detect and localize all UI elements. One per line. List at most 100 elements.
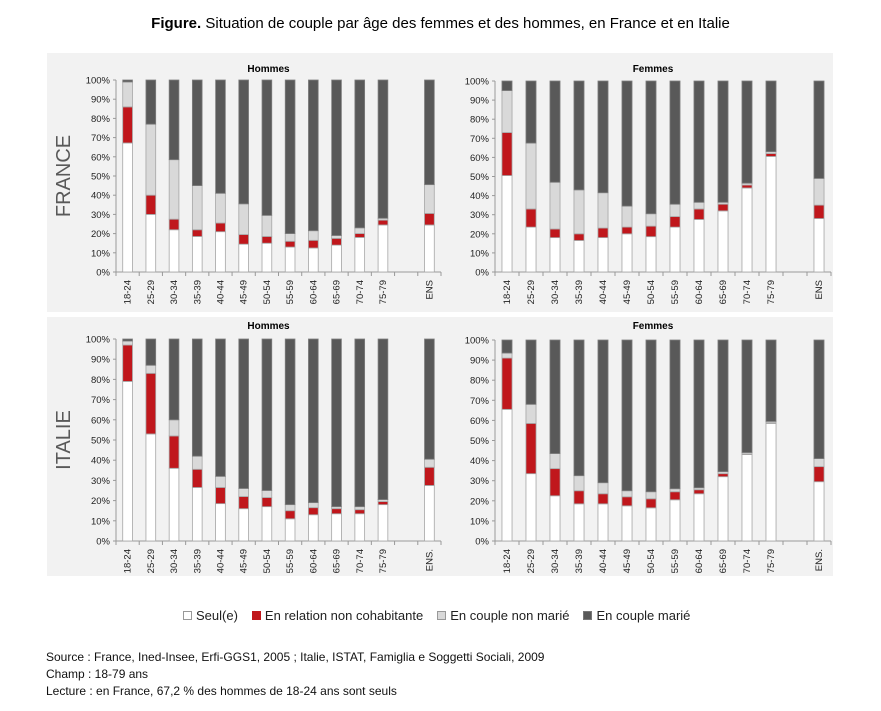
bar-segment-non-marie <box>145 364 157 374</box>
bar-segment-marie <box>597 80 609 194</box>
bar-segment-non-marie <box>215 192 226 224</box>
chart-subtitle: Hommes <box>247 321 290 332</box>
bar-segment-marie <box>717 339 729 473</box>
bar-segment-non-marie <box>525 403 537 424</box>
bar-segment-seul <box>549 237 561 273</box>
bar-segment-marie <box>215 79 226 194</box>
legend-label: En relation non cohabitante <box>264 608 424 623</box>
bar-segment-relation <box>354 233 366 238</box>
legend-item-marie: En couple marié <box>583 608 690 623</box>
x-category-label: 60-64 <box>694 280 705 304</box>
bar-segment-non-marie <box>424 458 435 468</box>
y-tick-label: 40% <box>470 191 490 202</box>
legend-item-non-marie: En couple non marié <box>437 608 569 623</box>
x-category-label: 18-24 <box>123 549 134 573</box>
bar-segment-relation <box>525 423 537 475</box>
y-tick-label: 60% <box>470 416 490 427</box>
bar-segment-relation <box>168 435 180 469</box>
bar-segment-relation <box>549 468 561 497</box>
bar-segment-relation <box>645 498 657 509</box>
x-category-label: 25-29 <box>146 549 157 573</box>
bar-segment-seul <box>284 518 296 542</box>
bar-segment-marie <box>261 79 273 216</box>
bar-segment-relation <box>168 218 180 231</box>
bar-segment-non-marie <box>168 419 180 437</box>
bar-segment-non-marie <box>813 458 825 468</box>
x-category-label: 40-44 <box>215 549 226 573</box>
legend-swatch-seul <box>183 611 192 620</box>
bar-segment-seul <box>424 485 435 542</box>
x-category-label: 55-59 <box>670 549 681 573</box>
y-tick-label: 100% <box>86 335 111 346</box>
bar-segment-seul <box>145 433 157 542</box>
bar-segment-relation <box>573 490 585 505</box>
bar-segment-non-marie <box>284 504 296 512</box>
y-tick-label: 40% <box>91 191 111 202</box>
bar-segment-marie <box>261 338 273 491</box>
bar-segment-marie <box>525 339 537 405</box>
bar-segment-seul <box>693 493 705 542</box>
x-category-label: 45-49 <box>622 549 633 573</box>
x-category-label: 65-69 <box>332 280 343 304</box>
bar-segment-marie <box>549 80 561 183</box>
bar-segment-seul <box>238 243 249 273</box>
x-category-label: 65-69 <box>718 549 729 573</box>
bar-segment-seul <box>573 240 585 273</box>
figure-title-text: Situation de couple par âge des femmes e… <box>201 15 730 32</box>
legend-label: En couple non marié <box>450 608 570 623</box>
bar-segment-seul <box>215 231 226 273</box>
y-tick-label: 90% <box>91 355 111 366</box>
y-tick-label: 70% <box>91 395 111 406</box>
bar-segment-seul <box>669 226 681 273</box>
y-tick-label: 80% <box>470 376 490 387</box>
chart-france-femmes: Femmes 0% 10% 20% 30% 40% 50% 60% 70% 80% 90% 100% 1… <box>465 64 832 304</box>
x-category-label: 55-59 <box>670 280 681 304</box>
bar-segment-relation <box>621 226 633 235</box>
y-tick-label: 30% <box>470 210 490 221</box>
bar-segment-seul <box>308 514 319 542</box>
x-category-label: 40-44 <box>215 280 226 304</box>
bar-segment-non-marie <box>261 214 273 237</box>
bar-segment-seul <box>765 156 777 273</box>
bar-segment-marie <box>377 338 389 500</box>
y-tick-label: 60% <box>470 153 490 164</box>
x-category-label: 18-24 <box>502 280 513 304</box>
bar-segment-relation <box>238 496 249 510</box>
bar-segment-relation <box>377 219 389 226</box>
bar-segment-marie <box>693 339 705 489</box>
bar-segment-marie <box>145 338 157 366</box>
x-category-label: 60-64 <box>308 280 319 304</box>
y-tick-label: 50% <box>470 172 490 183</box>
bar-segment-non-marie <box>549 453 561 470</box>
bar-segment-marie <box>284 79 296 235</box>
bar-segment-relation <box>645 225 657 238</box>
bar-segment-relation <box>813 204 825 219</box>
bar-segment-marie <box>621 80 633 207</box>
bar-segment-relation <box>284 240 296 248</box>
bar-segment-marie <box>238 79 249 205</box>
bar-segment-marie <box>308 338 319 504</box>
bar-segment-marie <box>354 338 366 508</box>
x-category-label: 75-79 <box>378 549 389 573</box>
y-tick-label: 90% <box>470 356 490 367</box>
bar-segment-non-marie <box>354 227 366 234</box>
bar-segment-marie <box>354 79 366 229</box>
bar-segment-marie <box>308 79 319 232</box>
x-category-label: 50-54 <box>646 549 657 573</box>
bar-segment-seul <box>765 423 777 542</box>
bar-segment-relation <box>621 496 633 507</box>
y-tick-label: 80% <box>470 115 490 126</box>
bar-segment-non-marie <box>331 235 342 239</box>
country-label: ITALIE <box>53 410 75 470</box>
x-category-label: ENS <box>424 280 435 300</box>
bar-segment-relation <box>741 184 753 189</box>
bar-segment-relation <box>331 508 342 515</box>
bar-segment-marie <box>145 79 157 125</box>
bar-segment-non-marie <box>501 352 513 359</box>
bar-segment-non-marie <box>813 178 825 206</box>
bar-segment-non-marie <box>191 185 203 231</box>
x-category-label: 60-64 <box>694 549 705 573</box>
x-category-label: 45-49 <box>622 280 633 304</box>
y-tick-label: 10% <box>470 516 490 527</box>
bar-segment-seul <box>645 236 657 273</box>
